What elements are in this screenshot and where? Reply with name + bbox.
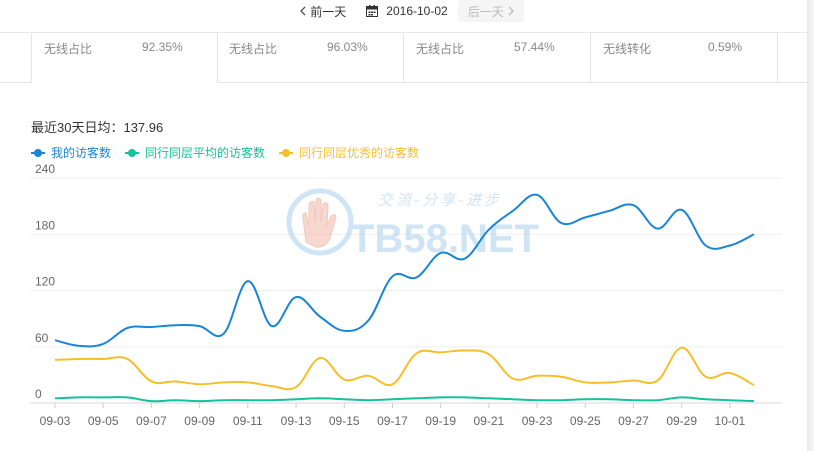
- chart-legend: 我的访客数 同行同层平均的访客数 同行同层优秀的访客数: [31, 144, 419, 161]
- x-tick-label: 09-15: [329, 414, 360, 428]
- series-line-mine: [54, 193, 755, 348]
- metric-card[interactable]: 无线占比 57.44%: [404, 33, 591, 83]
- y-axis: 0 60 120 180 240: [35, 162, 55, 401]
- x-axis: 09-03 09-05 09-07 09-09 09-11 09-13 09-15 09-17…: [40, 403, 746, 428]
- header-divider: [0, 32, 808, 33]
- legend-item-mine[interactable]: 我的访客数: [31, 144, 111, 161]
- x-tick-label: 09-07: [136, 414, 167, 428]
- date-picker[interactable]: 2016-10-02: [356, 4, 457, 18]
- tab-strip-right: [778, 33, 807, 83]
- watermark-ring-icon: [286, 188, 354, 256]
- chart-gridlines: [30, 177, 782, 404]
- metric-label: 无线占比: [44, 42, 93, 56]
- y-tick-label: 0: [35, 387, 42, 401]
- watermark: 交流-分享-进步 TB58.NET: [286, 188, 539, 261]
- metric-value: 92.35%: [142, 40, 183, 54]
- legend-label: 我的访客数: [51, 146, 112, 160]
- watermark-tagline: 交流-分享-进步: [378, 191, 502, 209]
- x-tick-label: 09-17: [377, 414, 408, 428]
- x-tick-label: 09-25: [570, 414, 601, 428]
- metric-value: 0.59%: [708, 40, 743, 54]
- metric-card[interactable]: 无线占比 96.03%: [217, 33, 404, 83]
- x-tick-label: 09-19: [425, 414, 456, 428]
- prev-day-label: 前一天: [310, 4, 347, 19]
- page-edge-shadow: [807, 0, 814, 451]
- y-tick-label: 240: [35, 162, 55, 176]
- legend-item-peer-average[interactable]: 同行同层平均的访客数: [125, 144, 265, 161]
- metric-value: 96.03%: [327, 40, 368, 54]
- legend-label: 同行同层优秀的访客数: [299, 146, 420, 160]
- x-tick-label: 09-09: [184, 414, 215, 428]
- y-tick-label: 120: [35, 275, 55, 289]
- chevron-left-icon: [300, 6, 306, 16]
- calendar-icon: [366, 5, 379, 17]
- legend-item-peer-excellent[interactable]: 同行同层优秀的访客数: [279, 144, 419, 161]
- x-tick-label: 09-11: [233, 414, 263, 428]
- series-line-peer-average: [54, 396, 755, 403]
- legend-marker-icon: [279, 148, 294, 158]
- prev-day-button[interactable]: 前一天: [290, 0, 356, 22]
- metric-value: 57.44%: [514, 40, 555, 54]
- legend-label: 同行同层平均的访客数: [145, 146, 266, 160]
- watermark-brand: TB58.NET: [350, 217, 539, 261]
- series-line-peer-excellent: [54, 346, 755, 391]
- chart-series: [54, 193, 755, 403]
- metric-card[interactable]: 无线占比 92.35%: [31, 33, 218, 83]
- y-tick-label: 180: [35, 218, 55, 232]
- legend-marker-icon: [31, 148, 45, 158]
- thirty-day-average: 最近30天日均：137.96: [31, 120, 164, 135]
- x-tick-label: 09-23: [522, 414, 553, 428]
- next-day-button[interactable]: 后一天: [457, 0, 524, 22]
- x-tick-label: 09-05: [88, 414, 119, 428]
- x-tick-label: 09-27: [618, 414, 649, 428]
- x-tick-label: 09-13: [281, 414, 312, 428]
- current-date: 2016-10-02: [386, 4, 448, 18]
- metric-label: 无线占比: [416, 42, 465, 56]
- metric-cards: 无线占比 92.35% 无线占比 96.03% 无线占比 57.44% 无线转化…: [0, 33, 808, 83]
- chevron-right-icon: [508, 6, 514, 16]
- y-tick-label: 60: [35, 331, 49, 345]
- metric-label: 无线占比: [229, 42, 278, 56]
- tab-strip-left: [0, 33, 31, 83]
- legend-marker-icon: [125, 148, 140, 158]
- x-tick-label: 09-29: [666, 414, 697, 428]
- x-tick-label: 09-03: [40, 414, 71, 428]
- hand-logo-icon: [302, 197, 337, 248]
- metric-label: 无线转化: [603, 42, 652, 56]
- next-day-label: 后一天: [467, 4, 504, 19]
- x-tick-label: 09-21: [474, 414, 505, 428]
- x-tick-label: 10-01: [715, 414, 746, 428]
- date-navigation: 前一天 2016-10-02 后一天: [0, 0, 814, 22]
- metric-card[interactable]: 无线转化 0.59%: [591, 33, 778, 83]
